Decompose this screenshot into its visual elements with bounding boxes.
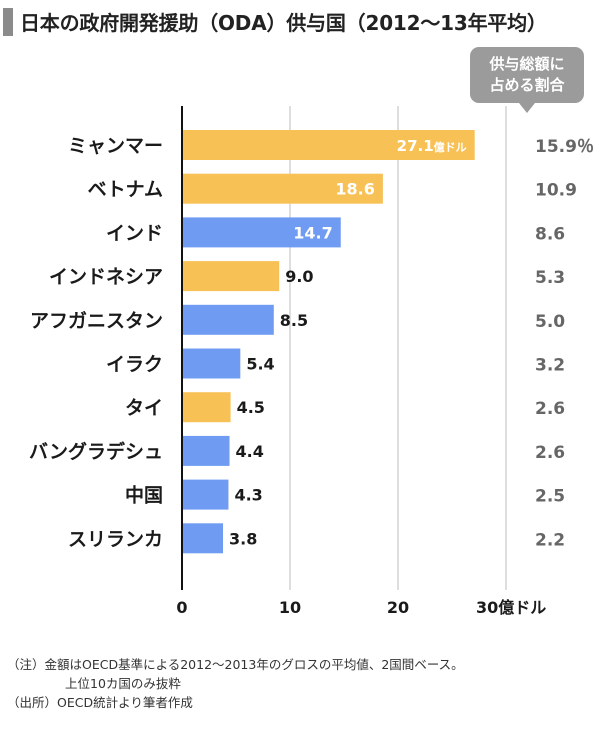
share-value: 15.9％ [535,137,594,157]
value-label: 4.5 [237,398,265,417]
category-label: イラク [106,354,163,376]
share-value: 2.2 [535,530,565,550]
value-label: 4.4 [236,442,264,461]
category-label: インドネシア [49,266,163,288]
bar [182,523,224,554]
x-tick-label: 20 [387,598,409,617]
value-label: 5.4 [246,355,274,374]
note-line: （注）金額はOECD基準による2012〜2013年のグロスの平均値、2国間ベース… [7,657,464,672]
chart-header: 日本の政府開発援助（ODA）供与国（2012〜13年平均） [0,0,600,48]
share-column-header: 供与総額に 占める割合 [470,47,584,113]
category-label: 中国 [125,484,163,507]
x-tick-label: 10 [279,598,301,617]
x-tick-label: 0 [176,598,187,617]
value-label: 4.3 [234,486,262,505]
chart-title: 日本の政府開発援助（ODA）供与国（2012〜13年平均） [20,11,547,35]
category-label: タイ [125,397,163,419]
value-label: 27.1億ドル [397,137,467,155]
share-value: 2.5 [535,487,565,507]
bar [182,435,230,466]
value-label: 14.7 [293,223,332,242]
share-value: 2.6 [535,399,565,419]
bar [182,261,280,292]
share-header-line-1: 供与総額に [489,55,565,73]
share-header-line-2: 占める割合 [489,76,565,94]
share-value: 5.3 [535,268,565,288]
bar [182,304,274,335]
bar [182,173,383,204]
share-value: 8.6 [535,224,565,244]
category-label: インド [106,222,163,244]
value-label: 18.6 [335,180,374,199]
category-label: スリランカ [68,528,163,550]
title-accent-bar [3,8,13,36]
value-label: 8.5 [280,311,308,330]
note-line: 上位10カ国のみ抜粋 [65,676,181,691]
chart-notes: （注）金額はOECD基準による2012〜2013年のグロスの平均値、2国間ベース… [7,655,597,712]
bar [182,130,475,160]
value-label: 3.8 [229,529,257,548]
category-label: アフガニスタン [30,310,163,332]
bar [182,479,229,510]
category-label: ベトナム [88,179,163,201]
value-label: 9.0 [285,267,313,286]
share-value: 10.9 [535,181,577,201]
share-value: 2.6 [535,443,565,463]
bar [182,348,241,379]
category-label: バングラデシュ [29,440,163,463]
share-value: 3.2 [535,356,565,376]
bar [182,392,231,423]
category-label: ミャンマー [68,135,163,157]
share-value: 5.0 [535,312,565,332]
x-tick-label: 30億ドル [476,598,546,617]
source-line: （出所）OECD統計より筆者作成 [7,695,193,710]
value-number: 27.1 [397,137,434,155]
bar [182,217,341,248]
value-unit: 億ドル [434,140,467,154]
